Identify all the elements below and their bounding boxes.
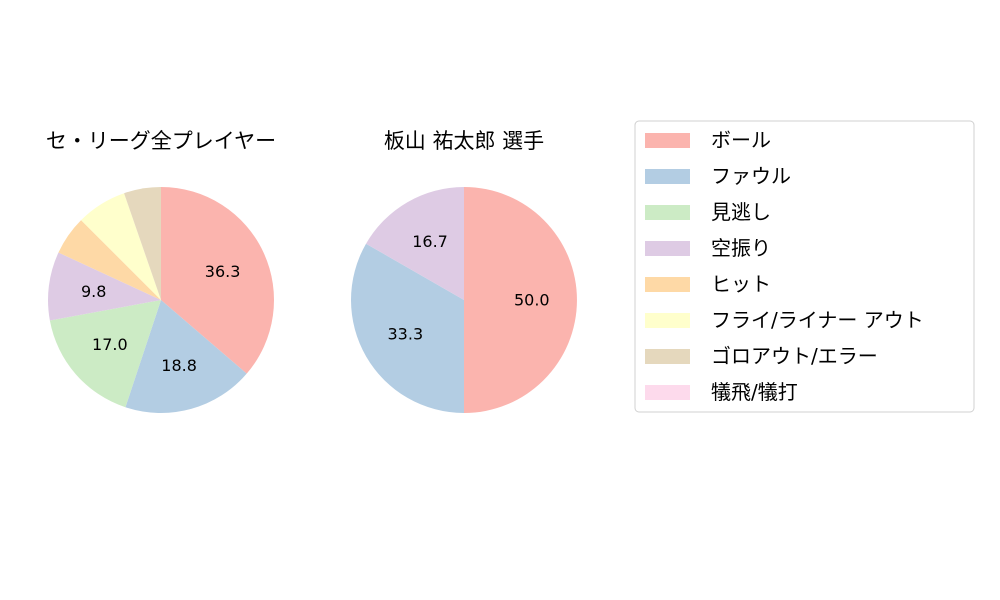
player-slice-1 <box>351 243 464 413</box>
legend-label-3: 空振り <box>711 236 771 260</box>
legend-label-2: 見逃し <box>711 200 771 224</box>
league-slice-4 <box>58 220 161 300</box>
legend-swatch-4 <box>645 277 690 292</box>
player-slice-3 <box>366 187 464 300</box>
league-slice-5 <box>81 193 161 300</box>
league-slice-label-1: 18.8 <box>161 356 197 375</box>
player-slice-label-3: 16.7 <box>412 232 448 251</box>
legend-swatch-7 <box>645 385 690 400</box>
legend-swatch-2 <box>645 205 690 220</box>
legend-label-4: ヒット <box>711 272 771 296</box>
pie-title-player: 板山 祐太郎 選手 <box>384 129 544 153</box>
legend-frame <box>634 120 975 413</box>
legend-swatch-5 <box>645 313 690 328</box>
league-slice-label-3: 9.8 <box>81 282 106 301</box>
league-slice-2 <box>49 300 161 408</box>
player-slice-label-0: 50.0 <box>514 291 550 310</box>
legend-swatch-1 <box>645 169 690 184</box>
legend-label-7: 犠飛/犠打 <box>711 380 798 404</box>
league-slice-3 <box>48 252 161 321</box>
league-slice-6 <box>124 187 161 300</box>
pie-title-league: セ・リーグ全プレイヤー <box>46 129 276 153</box>
legend-swatch-6 <box>645 349 690 364</box>
pie-player: 50.0 33.3 16.7 <box>351 187 577 413</box>
legend-swatch-3 <box>645 241 690 256</box>
player-slice-0 <box>464 187 577 413</box>
player-slice-label-1: 33.3 <box>388 324 424 343</box>
league-slice-label-0: 36.3 <box>205 262 241 281</box>
legend-label-1: ファウル <box>711 164 791 188</box>
legend-label-5: フライ/ライナー アウト <box>711 308 924 332</box>
pie-league: 36.3 18.8 17.0 9.8 <box>48 187 274 413</box>
legend-label-6: ゴロアウト/エラー <box>711 344 878 368</box>
legend-label-0: ボール <box>711 128 771 152</box>
legend-swatch-0 <box>645 133 690 148</box>
league-slice-1 <box>125 300 247 413</box>
league-slice-label-2: 17.0 <box>92 335 128 354</box>
league-slice-0 <box>161 187 274 374</box>
